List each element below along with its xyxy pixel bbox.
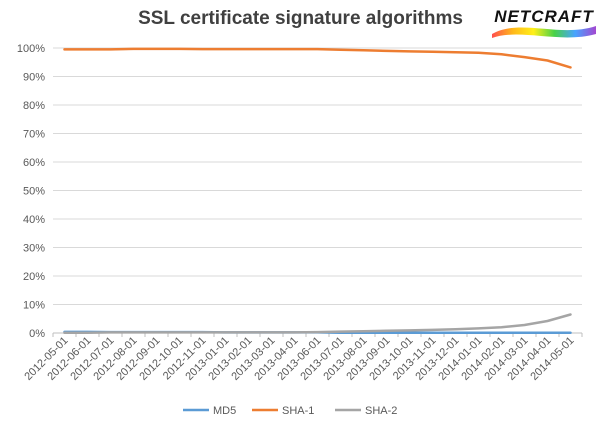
- y-tick-label: 0%: [29, 328, 45, 340]
- y-tick-label: 30%: [23, 243, 45, 255]
- y-tick-label: 40%: [23, 214, 45, 226]
- series-lines: [63, 47, 572, 334]
- logo-text: NETCRAFT: [494, 7, 594, 26]
- y-tick-label: 100%: [17, 43, 45, 55]
- x-axis-ticks: 2012-05-012012-06-012012-07-012012-08-01…: [22, 333, 583, 383]
- series-line-sha-2: [63, 313, 572, 334]
- y-tick-label: 70%: [23, 129, 45, 141]
- legend: MD5 SHA-1 SHA-2: [183, 405, 397, 417]
- y-tick-label: 90%: [23, 72, 45, 84]
- chart-title: SSL certificate signature algorithms: [138, 8, 463, 29]
- y-axis-ticks: 0% 10% 20% 30% 40% 50% 60% 70% 80% 90% 100%: [17, 43, 45, 340]
- y-tick-label: 20%: [23, 271, 45, 283]
- logo-swoosh: [492, 26, 596, 38]
- y-tick-label: 80%: [23, 100, 45, 112]
- legend-label: SHA-2: [365, 405, 397, 417]
- grid: [53, 47, 582, 334]
- netcraft-logo: NETCRAFT: [492, 7, 596, 38]
- series-line-sha-1: [63, 47, 572, 69]
- y-tick-label: 60%: [23, 157, 45, 169]
- legend-label: SHA-1: [282, 405, 314, 417]
- y-tick-label: 10%: [23, 300, 45, 312]
- y-tick-label: 50%: [23, 186, 45, 198]
- legend-label: MD5: [213, 405, 236, 417]
